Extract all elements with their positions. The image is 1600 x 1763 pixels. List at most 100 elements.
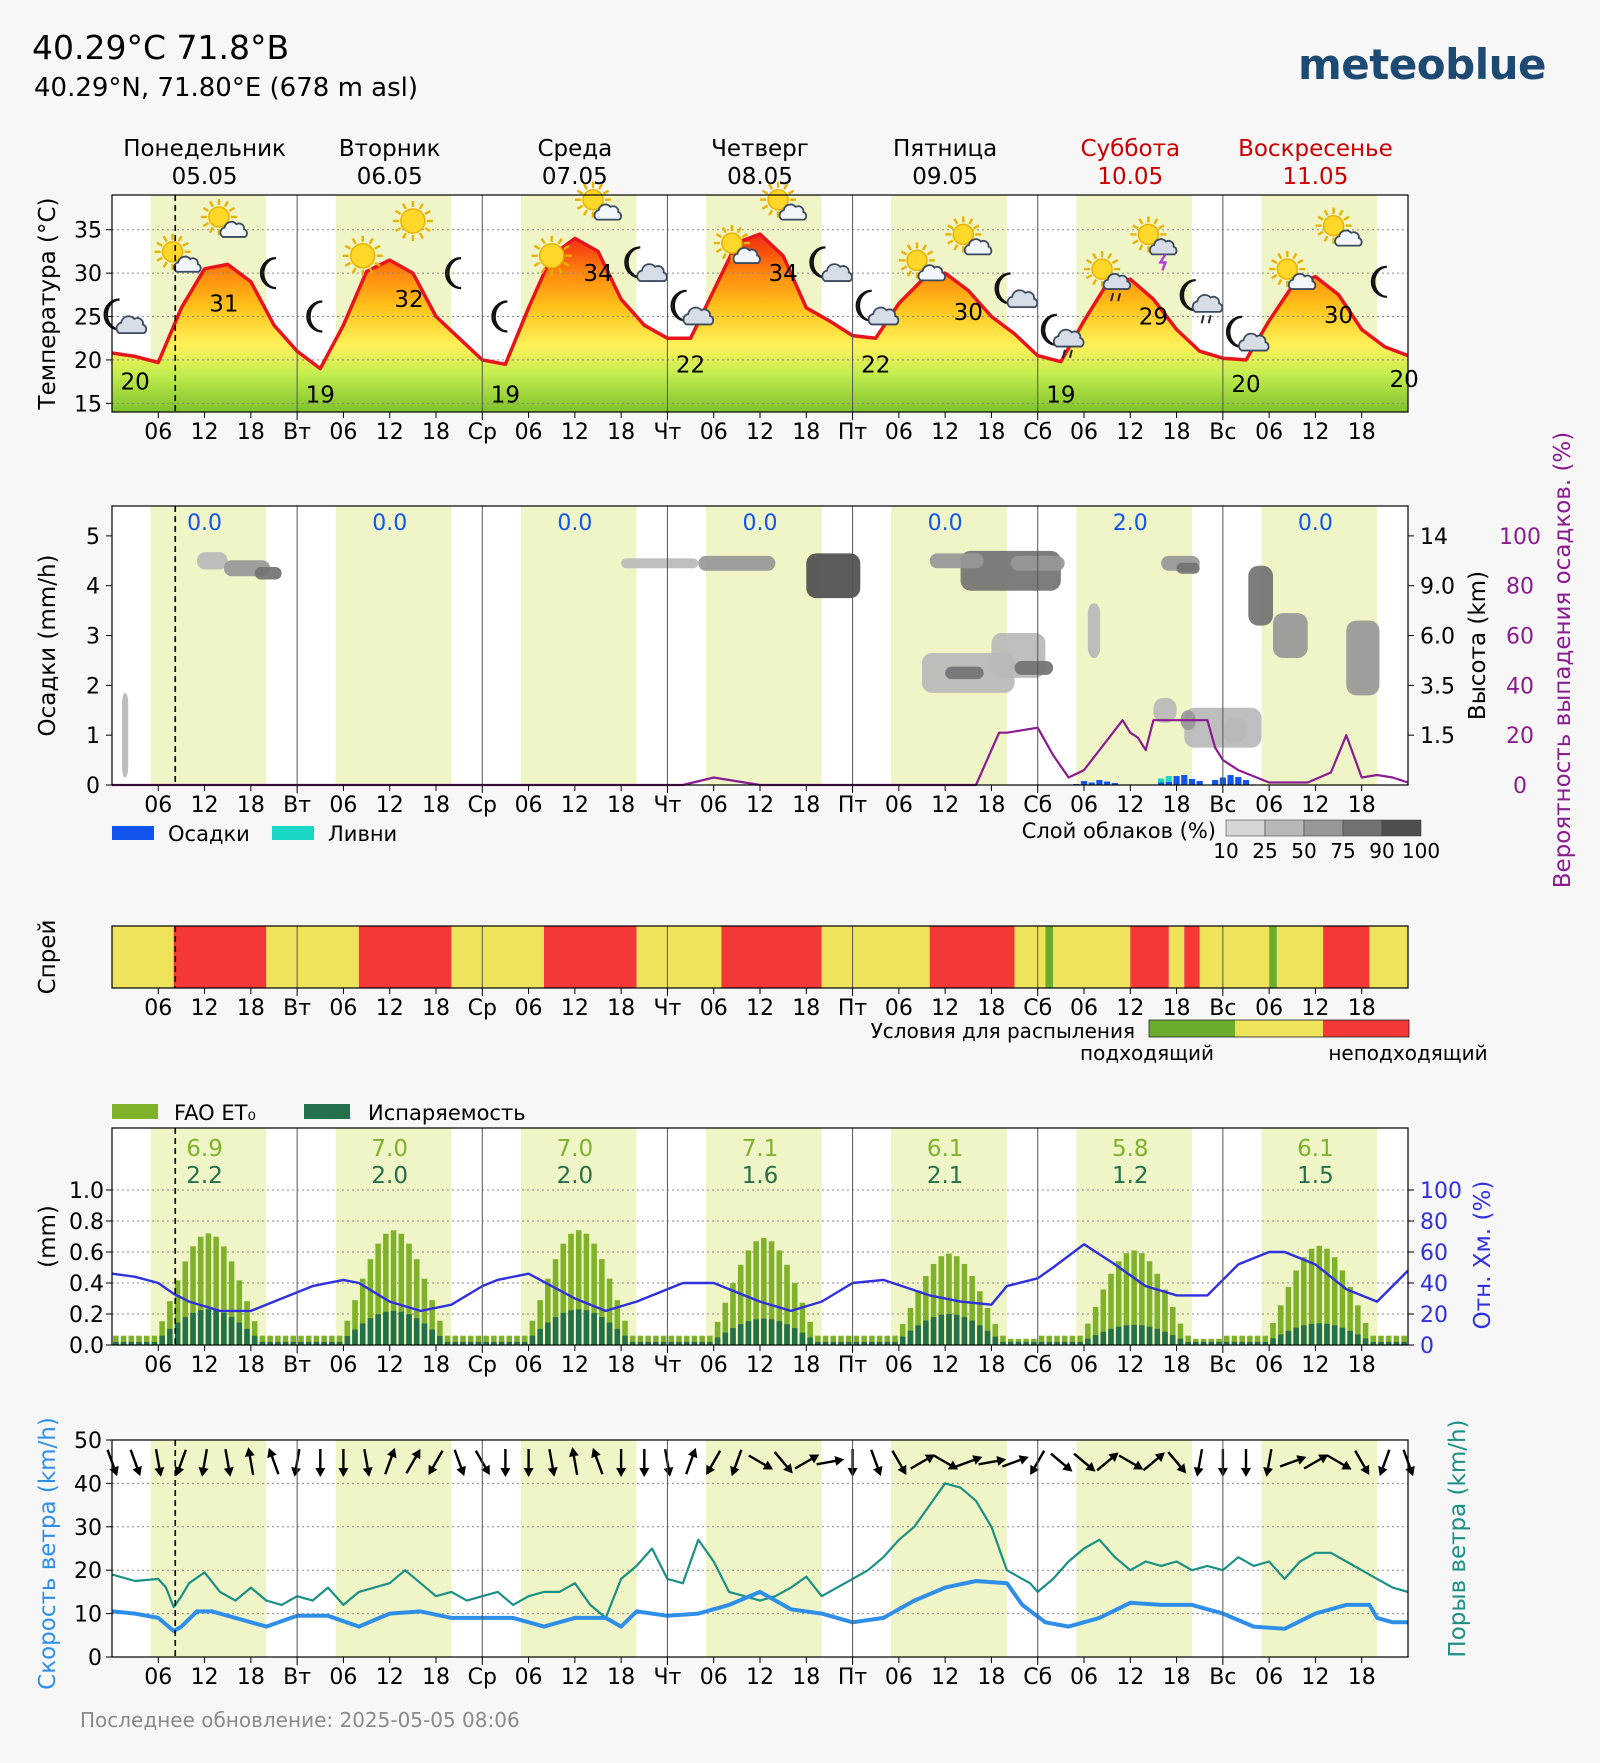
evaporation-bar (1254, 1341, 1261, 1345)
evaporation-bar (313, 1341, 320, 1345)
et0-bar (753, 1241, 759, 1345)
evaporation-bar (1324, 1323, 1330, 1345)
spray-day-tick-label: Вс (1209, 996, 1236, 1021)
cloud-legend-title: Слой облаков (%) (1022, 819, 1216, 843)
et0-bar (784, 1264, 790, 1345)
day-header-date: 11.05 (1282, 164, 1348, 190)
et0-bar (406, 1243, 412, 1345)
temperature-hour-tick-label: 18 (422, 420, 450, 445)
daily-precipitation-total: 0.0 (1298, 511, 1333, 536)
precipitation-day-tick-label: Вс (1209, 793, 1236, 818)
spray-hour-tick-label: 18 (792, 996, 820, 1021)
wind-arrow-head (1378, 1465, 1388, 1477)
cloud-shape (219, 220, 248, 238)
wind-hour-tick-label: 12 (1116, 1665, 1144, 1690)
evapotranspiration-day-tick-label: Вс (1209, 1353, 1236, 1378)
cloud-layer (1273, 613, 1308, 658)
wind-direction-arrow (568, 1447, 579, 1476)
day-header-name: Четверг (711, 136, 809, 162)
temperature-value-label: 22 (861, 352, 890, 378)
wind-hour-tick-label: 06 (515, 1665, 543, 1690)
precipitation-hour-tick-label: 06 (1255, 793, 1283, 818)
sun-ray (1271, 259, 1278, 265)
sun-ray (202, 221, 210, 228)
precipitation-bar (1227, 775, 1234, 785)
sun-ray (223, 200, 229, 208)
evaporation-bar (483, 1341, 489, 1345)
precipitation-hour-tick-label: 06 (885, 793, 913, 818)
et0-bar (845, 1335, 852, 1345)
temperature-y-tick-label: 25 (74, 306, 102, 331)
wind-arrow-head (706, 1464, 716, 1475)
et0-bar (622, 1320, 628, 1345)
et0-bar (452, 1335, 459, 1345)
probability-y-axis-title: Вероятность выпадения осадков. (%) (1550, 432, 1576, 889)
evaporation-bar (876, 1341, 883, 1345)
et0-bar (537, 1300, 543, 1345)
et0-bar (838, 1335, 844, 1345)
et0-bar (205, 1233, 212, 1345)
spray-segment-mid (1168, 926, 1185, 988)
et0-bar (714, 1321, 721, 1345)
temperature-hour-tick-label: 18 (792, 420, 820, 445)
temperature-hour-tick-label: 12 (376, 420, 404, 445)
evaporation-bar (614, 1328, 621, 1345)
spray-hour-tick-label: 12 (1116, 996, 1144, 1021)
sun-ray (597, 183, 604, 190)
et0-bar (699, 1335, 705, 1345)
sun-ray (736, 226, 742, 234)
et0-bar (1231, 1335, 1238, 1345)
wind-arrow-head (972, 1455, 983, 1465)
wind-direction-arrow (198, 1448, 209, 1477)
sun-disc (349, 243, 376, 269)
temperature-y-axis-title: Температура (°C) (35, 198, 61, 411)
sun-ray (1277, 278, 1283, 286)
day-header-name: Воскресенье (1238, 136, 1393, 162)
evaporation-bar (1316, 1323, 1323, 1345)
sun-ray (900, 250, 908, 256)
evaporation-bar (383, 1311, 389, 1345)
wind-direction-arrow (1263, 1448, 1273, 1477)
cloud-shape (963, 238, 993, 256)
temperature-line (111, 232, 1409, 371)
et0-bar (1355, 1305, 1361, 1345)
cloud-layer (698, 555, 776, 571)
evapotranspiration-y-axis-title: (mm) (35, 1205, 61, 1268)
sun-ray (344, 261, 352, 267)
et0-bar (429, 1300, 435, 1345)
height-y-tick-label: 6.0 (1420, 625, 1455, 650)
et0-bar (1146, 1261, 1153, 1345)
et0-bar (853, 1335, 860, 1345)
daily-et0-total: 7.1 (742, 1136, 779, 1162)
cloud-layer (1176, 562, 1200, 574)
evaporation-bar (1223, 1341, 1230, 1345)
height-y-axis-title: Высота (km) (1465, 571, 1491, 720)
moon-cloud-icon (994, 272, 1039, 309)
cloud-shape (1149, 238, 1178, 256)
daily-evaporation-total: 2.2 (186, 1163, 223, 1189)
temperature-value-label: 20 (1390, 367, 1419, 393)
et0-bar (128, 1335, 135, 1345)
et0-bar (876, 1335, 883, 1345)
temperature-day-tick-label: Вт (283, 420, 311, 445)
et0-bar (807, 1321, 813, 1345)
precipitation-hour-tick-label: 12 (746, 793, 774, 818)
evaporation-bar (1000, 1341, 1006, 1345)
evaporation-bar (1193, 1341, 1199, 1345)
moon-cloud-icon (855, 289, 900, 326)
evaporation-bar (1015, 1341, 1022, 1345)
sun-ray (156, 256, 163, 262)
sun-ray (953, 244, 959, 251)
wind-day-tick-label: Вт (283, 1665, 311, 1690)
wind-hour-tick-label: 18 (422, 1665, 450, 1690)
wind-arrow-head (1318, 1454, 1329, 1464)
wind-arrow-head (480, 1464, 490, 1475)
sun-ray (162, 261, 168, 268)
wind-arrow-head (387, 1447, 397, 1459)
height-y-tick-label: 9.0 (1420, 575, 1455, 600)
wind-day-tick-label: Чт (653, 1665, 681, 1690)
evaporation-bar (668, 1341, 675, 1345)
wind-arrow-head (1296, 1455, 1307, 1465)
precipitation-bar (1111, 783, 1118, 785)
et0-bar (1177, 1323, 1184, 1345)
